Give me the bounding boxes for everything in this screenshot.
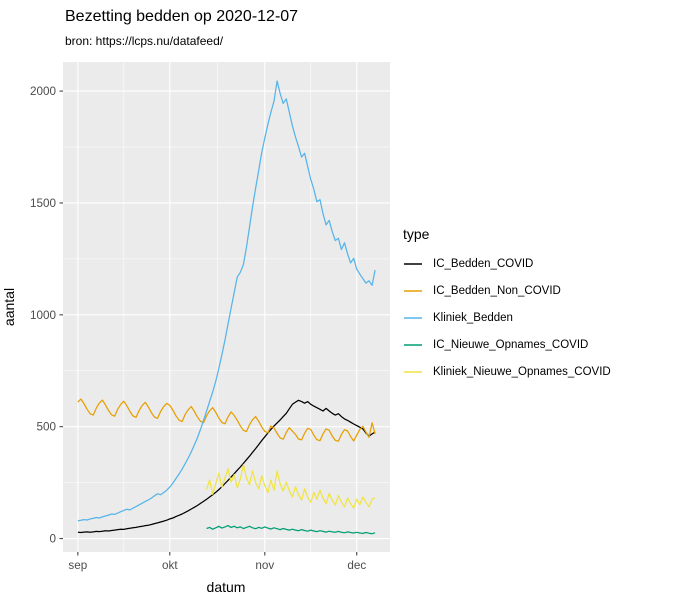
legend-item: IC_Bedden_COVID <box>403 250 611 277</box>
legend-key-line-icon <box>404 289 422 292</box>
series-line-IC_Bedden_Non_COVID <box>77 398 376 442</box>
y-tick-label: 1000 <box>30 309 57 322</box>
y-tick-label: 1500 <box>30 197 57 210</box>
y-tick-label: 500 <box>36 421 56 434</box>
legend-title: type <box>403 226 430 242</box>
legend-items: IC_Bedden_COVID IC_Bedden_Non_COVID Klinie… <box>403 250 611 385</box>
legend-label: IC_Bedden_Non_COVID <box>433 284 561 297</box>
y-tick-label: 2000 <box>30 85 57 98</box>
legend-item: IC_Bedden_Non_COVID <box>403 277 611 304</box>
legend-item: Kliniek_Bedden <box>403 304 611 331</box>
legend-item: IC_Nieuwe_Opnames_COVID <box>403 331 611 358</box>
y-axis-title: aantal <box>1 288 17 326</box>
series-line-IC_Nieuwe_Opnames_COVID <box>206 524 376 535</box>
legend-key-line-icon <box>404 370 422 373</box>
series-line-Kliniek_Nieuwe_Opnames_COVID <box>206 464 376 509</box>
x-tick-label: dec <box>347 559 366 572</box>
series-line-IC_Bedden_COVID <box>77 399 376 534</box>
x-tick-label: okt <box>162 559 178 572</box>
legend: type IC_Bedden_COVID IC_Bedden_Non_COVID K… <box>403 226 611 385</box>
legend-label: IC_Bedden_COVID <box>433 257 534 270</box>
legend-label: IC_Nieuwe_Opnames_COVID <box>433 338 589 351</box>
legend-label: Kliniek_Nieuwe_Opnames_COVID <box>433 365 611 378</box>
legend-label: Kliniek_Bedden <box>433 311 513 324</box>
chart-subtitle: bron: https://lcps.nu/datafeed/ <box>65 34 224 48</box>
panel-background <box>63 62 390 552</box>
x-tick-label: nov <box>255 559 274 572</box>
chart-title: Bezetting bedden op 2020-12-07 <box>65 8 299 25</box>
legend-key-line-icon <box>404 316 422 319</box>
series-line-Kliniek_Bedden <box>77 80 376 522</box>
legend-item: Kliniek_Nieuwe_Opnames_COVID <box>403 358 611 385</box>
x-axis-title: datum <box>207 579 246 595</box>
y-tick-label: 0 <box>49 533 56 546</box>
legend-key-line-icon <box>404 343 422 346</box>
x-tick-label: sep <box>68 559 87 572</box>
legend-key-line-icon <box>404 262 422 265</box>
